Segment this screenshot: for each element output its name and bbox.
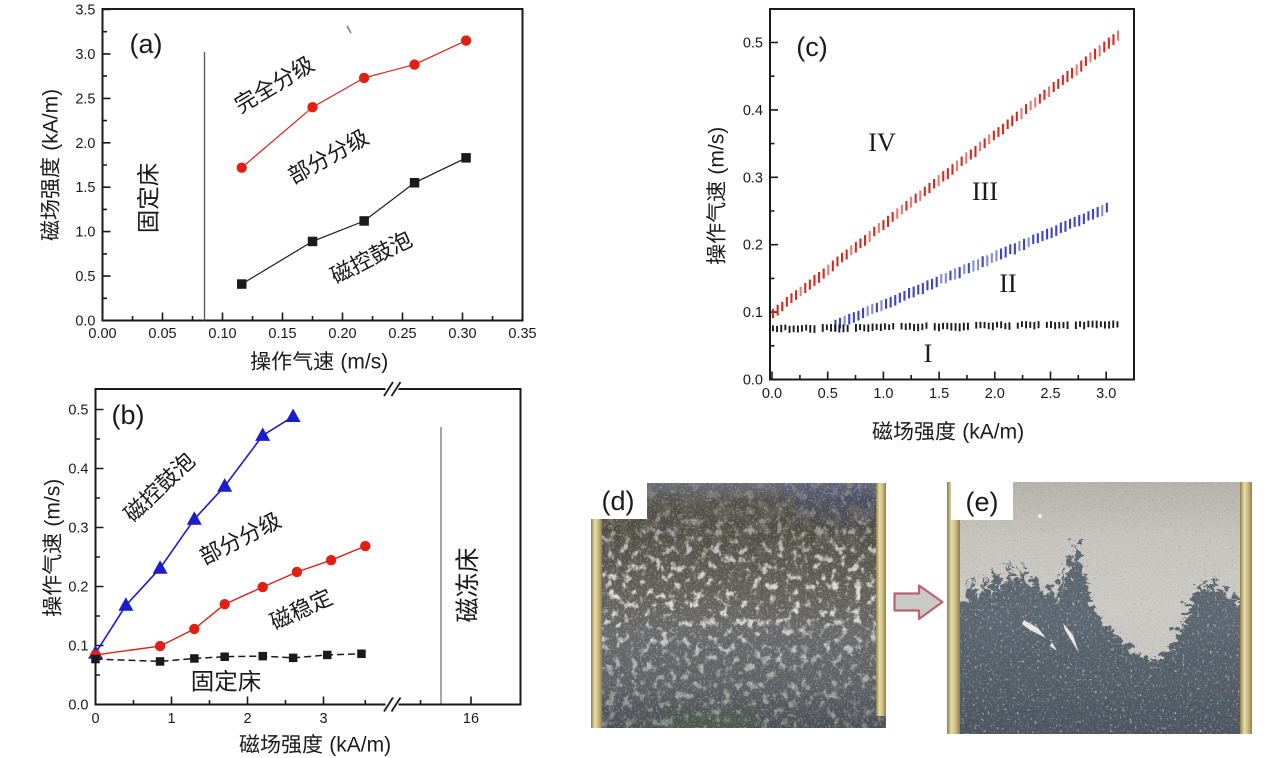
svg-text:0.0: 0.0 xyxy=(68,698,88,714)
svg-text:(m/s): (m/s) xyxy=(42,479,65,527)
svg-text:0.3: 0.3 xyxy=(743,170,763,186)
svg-text:3: 3 xyxy=(319,711,327,727)
svg-text:(kA/m): (kA/m) xyxy=(329,734,391,757)
svg-text:0.20: 0.20 xyxy=(328,326,356,342)
svg-text:(kA/m): (kA/m) xyxy=(40,89,63,151)
svg-text:0.15: 0.15 xyxy=(268,326,296,342)
svg-text:0.0: 0.0 xyxy=(75,314,95,330)
svg-text:0.1: 0.1 xyxy=(68,639,88,655)
svg-text:2.5: 2.5 xyxy=(75,91,95,107)
svg-text:(b): (b) xyxy=(112,400,145,430)
svg-text:I: I xyxy=(924,339,933,368)
svg-text:16: 16 xyxy=(463,711,479,727)
svg-text:III: III xyxy=(972,177,998,206)
svg-text:2.0: 2.0 xyxy=(75,136,95,152)
svg-text:0.25: 0.25 xyxy=(388,326,416,342)
svg-text:0.30: 0.30 xyxy=(448,326,476,342)
svg-text:0.05: 0.05 xyxy=(148,326,176,342)
svg-text:0.1: 0.1 xyxy=(743,305,763,321)
svg-text:(m/s): (m/s) xyxy=(340,351,388,374)
svg-text:2.0: 2.0 xyxy=(985,386,1005,402)
svg-text:3.0: 3.0 xyxy=(1096,386,1116,402)
svg-text:0.5: 0.5 xyxy=(68,403,88,419)
svg-text:0.0: 0.0 xyxy=(762,386,782,402)
svg-text:1.0: 1.0 xyxy=(75,225,95,241)
svg-text:1.5: 1.5 xyxy=(75,180,95,196)
svg-text:(c): (c) xyxy=(796,32,827,62)
svg-text:(a): (a) xyxy=(130,29,163,59)
svg-text:0.4: 0.4 xyxy=(68,462,88,478)
svg-text:0.2: 0.2 xyxy=(743,238,763,254)
svg-text:(d): (d) xyxy=(602,486,635,516)
svg-text:0.5: 0.5 xyxy=(743,36,763,52)
svg-text:IV: IV xyxy=(868,128,896,157)
svg-text:(e): (e) xyxy=(966,487,999,517)
svg-text:0.10: 0.10 xyxy=(208,326,236,342)
svg-text:1: 1 xyxy=(167,711,175,727)
svg-text:0: 0 xyxy=(91,711,99,727)
svg-text:0.5: 0.5 xyxy=(75,269,95,285)
svg-text:2.5: 2.5 xyxy=(1040,386,1060,402)
svg-text:II: II xyxy=(999,269,1016,298)
svg-text:1.5: 1.5 xyxy=(929,386,949,402)
svg-text:0.0: 0.0 xyxy=(743,373,763,389)
svg-text:1.0: 1.0 xyxy=(873,386,893,402)
svg-text:2: 2 xyxy=(243,711,251,727)
svg-text:(m/s): (m/s) xyxy=(706,127,729,175)
svg-text:3.0: 3.0 xyxy=(75,47,95,63)
svg-text:(kA/m): (kA/m) xyxy=(962,421,1024,444)
svg-text:0.35: 0.35 xyxy=(508,326,536,342)
svg-text:0.3: 0.3 xyxy=(68,521,88,537)
svg-text:0.2: 0.2 xyxy=(68,580,88,596)
svg-text:3.5: 3.5 xyxy=(75,3,95,19)
svg-text:0.4: 0.4 xyxy=(743,103,763,119)
svg-text:0.5: 0.5 xyxy=(818,386,838,402)
svg-text:0.00: 0.00 xyxy=(88,326,116,342)
